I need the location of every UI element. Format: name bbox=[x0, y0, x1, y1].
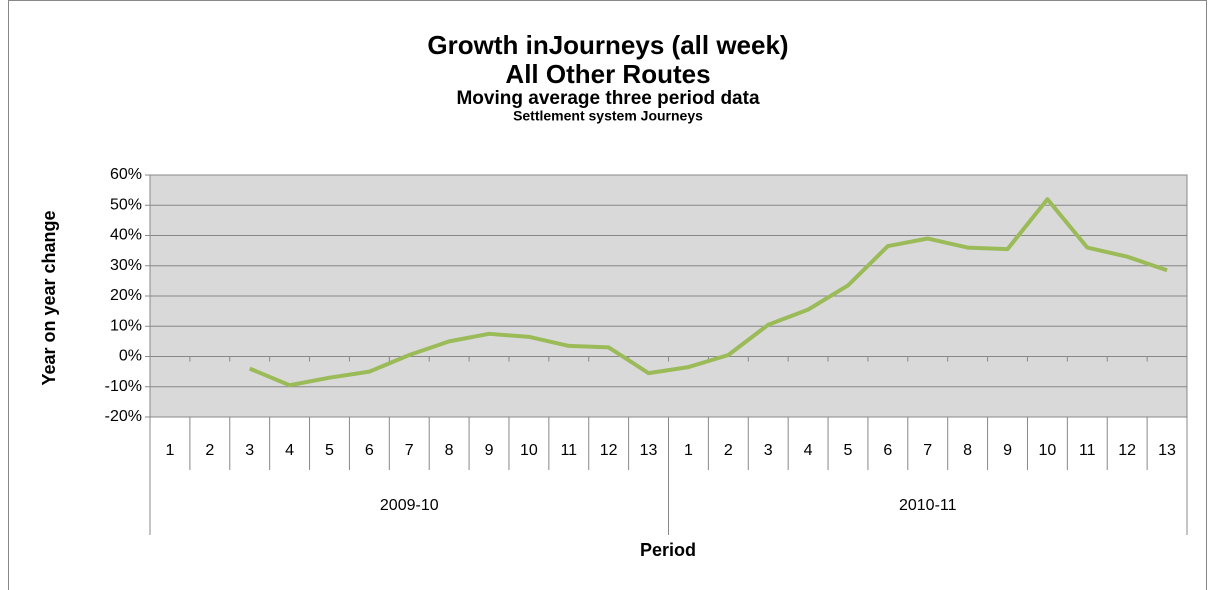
y-tick-label: 10% bbox=[110, 317, 142, 334]
x-tick-label: 1 bbox=[684, 442, 693, 459]
chart-subtitle: Moving average three period data bbox=[456, 88, 759, 109]
x-tick-label: 6 bbox=[365, 442, 374, 459]
x-tick-label: 10 bbox=[1039, 442, 1057, 459]
group-label: 2009-10 bbox=[380, 497, 439, 514]
x-tick-label: 10 bbox=[520, 442, 538, 459]
y-tick-label: 50% bbox=[110, 196, 142, 213]
x-tick-label: 4 bbox=[285, 442, 294, 459]
chart-title: Growth inJourneys (all week) bbox=[427, 30, 788, 60]
x-tick-label: 9 bbox=[1003, 442, 1012, 459]
x-tick-label: 5 bbox=[844, 442, 853, 459]
x-tick-label: 11 bbox=[560, 442, 577, 459]
x-tick-label: 7 bbox=[405, 442, 414, 459]
x-axis-label: Period bbox=[640, 540, 696, 560]
y-tick-label: 60% bbox=[110, 166, 142, 183]
y-tick-label: -10% bbox=[105, 378, 142, 395]
x-tick-label: 1 bbox=[165, 442, 174, 459]
y-tick-label: -20% bbox=[105, 408, 142, 425]
x-tick-label: 13 bbox=[640, 442, 658, 459]
x-tick-label: 11 bbox=[1079, 442, 1096, 459]
chart-subtitle: All Other Routes bbox=[505, 59, 710, 89]
x-tick-label: 9 bbox=[485, 442, 494, 459]
x-tick-label: 7 bbox=[923, 442, 932, 459]
y-axis-label: Year on year change bbox=[39, 210, 59, 385]
x-tick-label: 8 bbox=[963, 442, 972, 459]
x-tick-label: 3 bbox=[245, 442, 254, 459]
x-tick-label: 13 bbox=[1158, 442, 1176, 459]
x-tick-label: 12 bbox=[1118, 442, 1136, 459]
y-tick-label: 0% bbox=[119, 348, 142, 365]
group-label: 2010-11 bbox=[899, 497, 957, 514]
y-tick-label: 20% bbox=[110, 287, 142, 304]
x-tick-label: 6 bbox=[883, 442, 892, 459]
x-tick-label: 8 bbox=[445, 442, 454, 459]
y-tick-label: 40% bbox=[110, 227, 142, 244]
x-tick-label: 4 bbox=[804, 442, 813, 459]
x-tick-label: 5 bbox=[325, 442, 334, 459]
line-series bbox=[248, 197, 1168, 388]
chart-subtitle: Settlement system Journeys bbox=[513, 108, 703, 124]
x-tick-label: 3 bbox=[764, 442, 773, 459]
x-tick-label: 2 bbox=[724, 442, 733, 459]
x-tick-label: 2 bbox=[205, 442, 214, 459]
y-tick-label: 30% bbox=[110, 257, 142, 274]
x-tick-label: 12 bbox=[600, 442, 618, 459]
